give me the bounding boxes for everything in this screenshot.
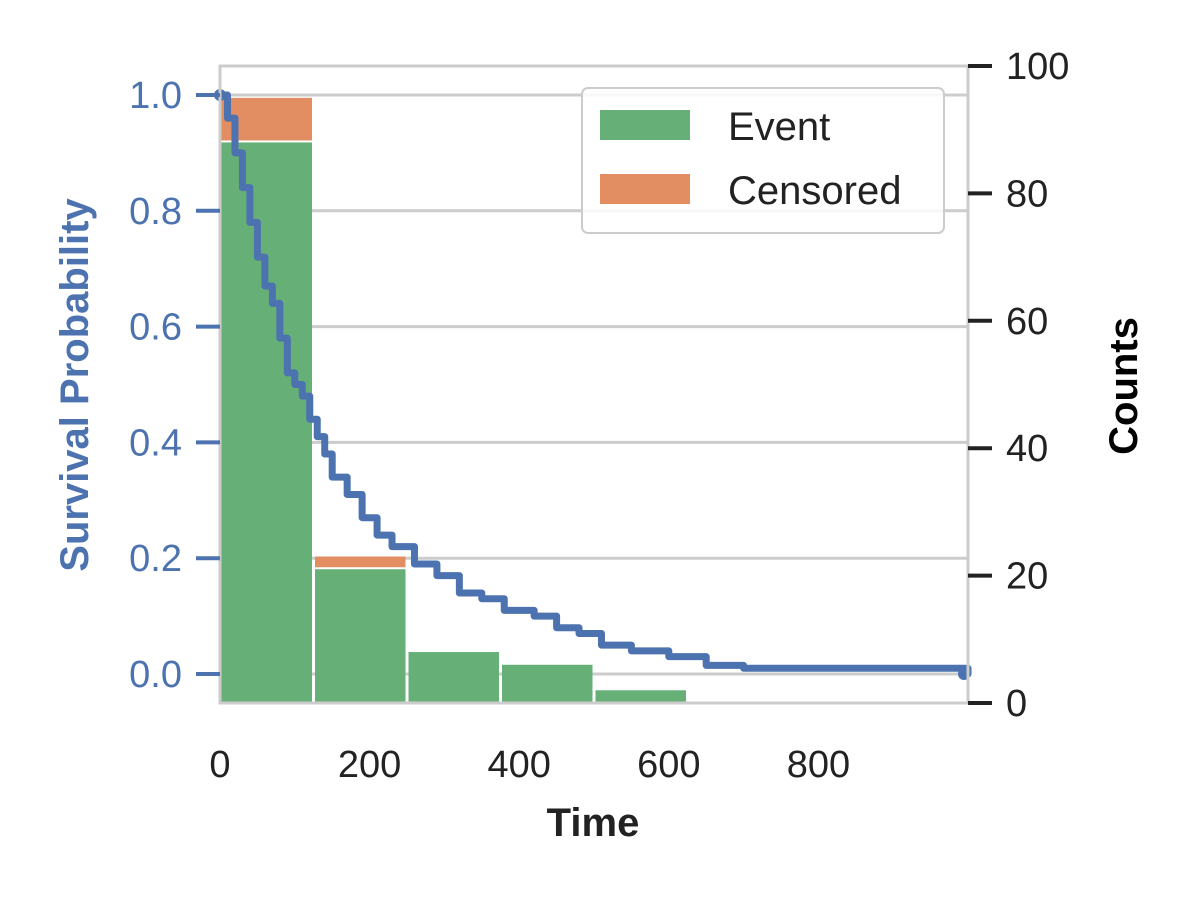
right-tick-label-5: 100 [1006, 46, 1069, 88]
y-left-axis-label: Survival Probability [53, 198, 97, 572]
legend: Event Censored [581, 87, 945, 234]
left-tick-label-5: 1.0 [129, 75, 182, 117]
survival-curve [216, 91, 972, 678]
left-tick-label-4: 0.8 [129, 191, 182, 233]
x-tick-label-4: 800 [787, 744, 850, 786]
legend-label-censored: Censored [728, 169, 901, 213]
bar-event-2 [408, 652, 499, 703]
bar-censored-1 [315, 556, 406, 568]
right-axis: 0 20 40 60 80 100 [968, 46, 1069, 725]
legend-label-event: Event [728, 105, 830, 149]
x-axis-label: Time [547, 801, 640, 845]
legend-swatch-censored [600, 174, 690, 204]
x-tick-label-0: 0 [209, 744, 230, 786]
left-tick-label-2: 0.4 [129, 422, 182, 464]
right-tick-label-2: 40 [1006, 428, 1048, 470]
left-tick-label-0: 0.0 [129, 654, 182, 696]
x-tick-label-2: 400 [487, 744, 550, 786]
x-axis: 0 200 400 600 800 [209, 744, 850, 786]
right-tick-label-4: 80 [1006, 173, 1048, 215]
right-tick-label-0: 0 [1006, 683, 1027, 725]
x-tick-label-3: 600 [637, 744, 700, 786]
legend-swatch-event [600, 110, 690, 140]
bar-event-4 [595, 690, 686, 703]
count-bars [221, 97, 686, 703]
left-tick-label-3: 0.6 [129, 307, 182, 349]
right-tick-label-3: 60 [1006, 301, 1048, 343]
left-axis: 0.0 0.2 0.4 0.6 0.8 1.0 [129, 75, 220, 696]
right-tick-label-1: 20 [1006, 556, 1048, 598]
left-tick-label-1: 0.2 [129, 538, 182, 580]
bar-event-3 [502, 664, 593, 703]
bar-event-0 [221, 142, 312, 703]
plot-frame [218, 64, 970, 705]
y-right-axis-label: Counts [1102, 317, 1146, 455]
x-tick-label-1: 200 [338, 744, 401, 786]
bar-event-1 [315, 569, 406, 703]
